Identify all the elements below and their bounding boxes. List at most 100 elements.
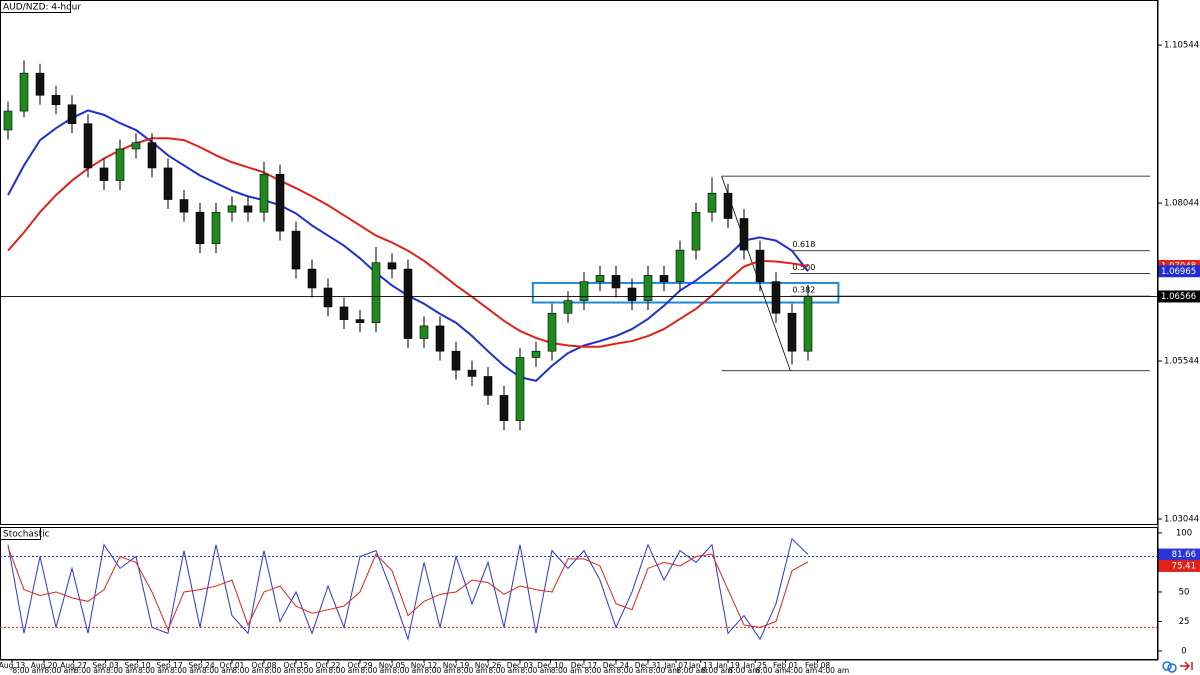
candle-body	[643, 275, 653, 301]
y-tick-label: 1.10544	[1164, 41, 1199, 51]
price-label-box	[1158, 265, 1200, 278]
x-tick-time: 4:00 am	[818, 666, 849, 675]
x-tick-time: 8:00 am	[44, 666, 75, 675]
stochastic-title: Stochastic	[3, 530, 50, 540]
candle-body	[803, 296, 813, 352]
x-tick-label: Nov 19	[443, 661, 470, 670]
value-label: 75.41	[1172, 561, 1196, 571]
x-tick-label: Sep 03	[93, 661, 119, 670]
x-tick-label: Oct 01	[220, 661, 245, 670]
x-tick-time: 8:00 am	[264, 666, 295, 675]
candle-body	[19, 72, 29, 112]
toolbar-icons[interactable]	[1162, 661, 1193, 673]
candle-body	[339, 306, 349, 320]
x-tick-time: 8:00 am	[456, 666, 487, 675]
candle-body	[323, 287, 333, 308]
x-tick-label: Dec 24	[603, 661, 630, 670]
x-tick-time: 8:00 am	[648, 666, 679, 675]
candle-body	[547, 312, 557, 352]
x-tick-time: 8:00 am	[676, 666, 707, 675]
candle-body	[195, 211, 205, 245]
candle-body	[179, 199, 189, 213]
scroll-end-icon[interactable]	[1180, 661, 1193, 671]
price-label-box	[1158, 290, 1200, 303]
candle-body	[451, 350, 461, 371]
y-tick-label: 1.05544	[1164, 357, 1199, 367]
x-tick-label: Aug 20	[31, 661, 58, 670]
candle-body	[147, 142, 157, 169]
candle-body	[355, 319, 365, 324]
candle-body	[291, 230, 301, 270]
x-tick-label: Dec 10	[537, 661, 564, 670]
x-tick-time: 8:00 am	[296, 666, 327, 675]
x-tick-label: Oct 08	[252, 661, 277, 670]
x-tick-label: Dec 31	[635, 661, 662, 670]
fib-level-label: 0.382	[792, 286, 815, 295]
x-tick-time: 8:00 am	[106, 666, 137, 675]
x-tick-time: 8:00 am	[170, 666, 201, 675]
candle-body	[611, 275, 621, 289]
x-tick-label: Dec 17	[571, 661, 598, 670]
y-tick-label: 0	[1181, 647, 1186, 657]
candle-body	[371, 262, 381, 324]
x-tick-time: 8:00 am	[728, 666, 759, 675]
link-icon-part[interactable]	[1167, 663, 1177, 673]
link-icon[interactable]	[1162, 661, 1172, 671]
x-tick-time: 8:00 am	[12, 666, 43, 675]
x-tick-time: 8:00 am	[488, 666, 519, 675]
x-tick-time: 8:00 am	[360, 666, 391, 675]
candle-body	[131, 142, 141, 150]
candle-body	[659, 275, 669, 282]
candle-body	[579, 281, 589, 301]
x-tick-time: 8:00 am	[424, 666, 455, 675]
y-tick-label: 1.08044	[1164, 199, 1199, 209]
price-label: 1.06965	[1161, 267, 1196, 277]
x-tick-label: Oct 29	[348, 661, 373, 670]
chart-title: AUD/NZD: 4-hour	[3, 3, 81, 13]
x-tick-label: Nov 05	[379, 661, 406, 670]
candle-body	[115, 148, 125, 181]
candle-body	[707, 192, 717, 213]
x-tick-label: Sep 17	[157, 661, 183, 670]
candle-body	[627, 287, 637, 301]
x-tick-time: 8:00 am	[701, 666, 732, 675]
price-label: 1.06566	[1161, 292, 1196, 302]
x-tick-time: 8:00 am	[232, 666, 263, 675]
candle-body	[531, 350, 541, 358]
candle-body	[563, 300, 573, 314]
value-label: 81.66	[1172, 550, 1196, 560]
candle-body	[243, 205, 253, 213]
x-tick-time: 8:00 am	[616, 666, 647, 675]
value-label-box	[1158, 559, 1200, 572]
x-tick-label: Oct 22	[316, 661, 341, 670]
x-tick-label: Feb 08	[805, 661, 830, 670]
stochastic-line	[7, 537, 809, 642]
stochastic-line	[7, 546, 809, 632]
x-tick-time: 8:00 am	[138, 666, 169, 675]
x-tick-label: Jan 25	[742, 661, 767, 670]
candle-body	[419, 325, 429, 339]
candle-body	[787, 312, 797, 352]
title-box	[0, 0, 71, 13]
x-tick-label: Jan 13	[688, 661, 713, 670]
candle-body	[499, 395, 509, 421]
x-tick-label: Jan 07	[663, 661, 688, 670]
candle-body	[739, 218, 749, 251]
candle-body	[307, 268, 317, 289]
x-tick-time: 4:00 am	[786, 666, 817, 675]
candle-body	[387, 262, 397, 270]
y-tick-label: 25	[1179, 617, 1190, 627]
value-label-box	[1158, 548, 1200, 561]
candle-body	[67, 104, 77, 125]
x-tick-time: 8:00 am	[392, 666, 423, 675]
candle-body	[675, 249, 685, 282]
x-tick-time: 8:00 am	[584, 666, 615, 675]
x-tick-time: 8:00 am	[202, 666, 233, 675]
x-tick-label: Oct 15	[284, 661, 309, 670]
candle-body	[435, 325, 445, 352]
x-tick-time: 8:00 am	[328, 666, 359, 675]
x-tick-label: Nov 12	[411, 661, 438, 670]
x-tick-time: 8:00 am	[551, 666, 582, 675]
